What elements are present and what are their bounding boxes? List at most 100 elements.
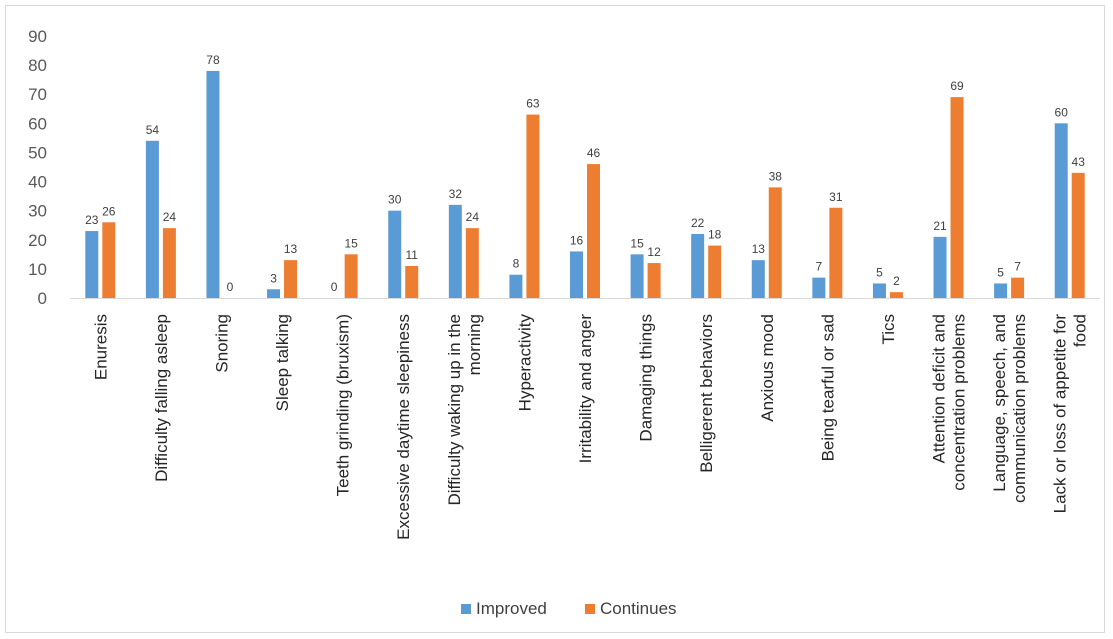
data-label-improved: 23 — [85, 213, 99, 227]
bar-continues — [1071, 172, 1085, 298]
data-label-improved: 7 — [816, 260, 823, 274]
x-tick-label: Excessive daytime sleepiness — [394, 314, 413, 540]
bar-continues — [889, 292, 903, 298]
x-tick-label-line: Irritability and anger — [576, 314, 595, 464]
data-label-improved: 32 — [449, 187, 463, 201]
bar-improved — [872, 283, 886, 298]
x-tick-label: Teeth grinding (bruxism) — [334, 314, 353, 496]
data-label-continues: 31 — [829, 190, 843, 204]
data-label-improved: 60 — [1055, 105, 1069, 119]
data-label-improved: 15 — [630, 236, 644, 250]
data-label-improved: 0 — [331, 280, 338, 294]
bar-improved — [267, 289, 281, 298]
y-tick-label: 90 — [28, 27, 47, 46]
x-axis-labels: Enuresis Difficulty falling asleep Snoring… — [91, 314, 1089, 540]
data-label-improved: 30 — [388, 193, 402, 207]
bar-improved — [751, 260, 765, 298]
bar-continues — [465, 228, 479, 298]
bar-improved — [994, 283, 1008, 298]
y-axis: 0 10 20 30 40 50 60 70 80 90 — [28, 27, 47, 308]
x-tick-label-line: Excessive daytime sleepiness — [394, 314, 413, 540]
bar-improved — [570, 251, 583, 298]
chart-frame — [5, 5, 1105, 633]
y-tick-label: 30 — [28, 202, 47, 221]
data-label-continues: 46 — [587, 146, 601, 160]
y-tick-label: 60 — [28, 114, 47, 133]
data-label-improved: 21 — [933, 219, 947, 233]
data-label-continues: 2 — [893, 274, 900, 288]
legend-swatch-improved — [461, 604, 471, 614]
bar-continues — [284, 260, 298, 298]
x-tick-label: Damaging things — [637, 314, 656, 442]
bar-improved — [1054, 123, 1068, 298]
data-label-continues: 7 — [1014, 260, 1021, 274]
bar-continues — [829, 207, 843, 298]
x-tick-label: Difficulty waking up in the morning — [445, 314, 484, 506]
x-tick-label: Belligerent behaviors — [697, 314, 716, 473]
y-tick-label: 50 — [28, 143, 47, 162]
bar-improved — [630, 254, 644, 298]
x-tick-label-line: Lack or loss of appetite for — [1051, 314, 1070, 514]
x-tick-label-line: Anxious mood — [758, 314, 777, 422]
x-tick-label: Being tearful or sad — [818, 314, 837, 461]
x-tick-label-line: Enuresis — [91, 314, 110, 380]
y-tick-label: 80 — [28, 56, 47, 75]
legend: Improved Continues — [461, 599, 677, 618]
data-label-continues: 0 — [227, 280, 234, 294]
data-label-continues: 13 — [284, 242, 298, 256]
bar-continues — [768, 187, 782, 298]
y-tick-label: 20 — [28, 231, 47, 250]
x-tick-label: Hyperactivity — [515, 314, 534, 412]
x-tick-label-line: Hyperactivity — [515, 314, 534, 412]
x-tick-label-line: Snoring — [212, 314, 231, 373]
x-tick-label-line: Tics — [879, 314, 898, 345]
x-tick-label: Irritability and anger — [576, 314, 595, 464]
x-tick-label-line: morning — [465, 314, 484, 375]
x-tick-label-line: Attention deficit and — [930, 314, 949, 463]
data-label-continues: 69 — [950, 79, 964, 93]
x-tick-label: Attention deficit and concentration probl… — [930, 314, 969, 491]
bars — [85, 70, 1085, 298]
data-label-continues: 18 — [708, 228, 722, 242]
bar-improved — [691, 233, 705, 298]
bar-improved — [388, 210, 402, 298]
bar-continues — [102, 222, 116, 298]
x-tick-label-line: Difficulty waking up in the — [445, 314, 464, 506]
bar-continues — [405, 265, 419, 298]
x-tick-label: Anxious mood — [758, 314, 777, 422]
legend-label-improved: Improved — [476, 599, 547, 618]
bar-continues — [162, 228, 176, 298]
data-label-improved: 8 — [513, 257, 520, 271]
data-label-continues: 63 — [526, 97, 540, 111]
x-tick-label: Tics — [879, 314, 898, 345]
data-label-improved: 22 — [691, 216, 705, 230]
data-label-improved: 78 — [206, 53, 220, 67]
bar-improved — [812, 277, 826, 298]
bar-continues — [344, 254, 358, 298]
bar-improved — [933, 236, 947, 298]
x-tick-label: Enuresis — [91, 314, 110, 380]
bar-continues — [708, 245, 722, 298]
bar-continues — [587, 164, 600, 298]
data-label-continues: 24 — [466, 210, 480, 224]
x-tick-label-line: Being tearful or sad — [818, 314, 837, 461]
bar-improved — [85, 231, 99, 298]
x-tick-label: Lack or loss of appetite for food — [1051, 314, 1090, 514]
x-tick-label-line: Language, speech, and — [990, 314, 1009, 492]
y-tick-label: 70 — [28, 85, 47, 104]
data-label-continues: 24 — [163, 210, 177, 224]
x-tick-label-line: Teeth grinding (bruxism) — [334, 314, 353, 496]
data-label-continues: 15 — [344, 236, 358, 250]
x-tick-label-line: Damaging things — [637, 314, 656, 442]
x-tick-label: Snoring — [212, 314, 231, 373]
data-labels: 2326542478031301530113224863164615122218… — [85, 53, 1085, 294]
x-tick-label: Sleep talking — [273, 314, 292, 411]
x-tick-label-line: concentration problems — [950, 314, 969, 491]
data-label-continues: 38 — [769, 169, 783, 183]
bar-improved — [448, 204, 462, 298]
data-label-continues: 43 — [1072, 155, 1086, 169]
x-tick-label-line: Sleep talking — [273, 314, 292, 411]
data-label-improved: 16 — [570, 233, 584, 247]
data-label-improved: 54 — [146, 123, 160, 137]
data-label-continues: 11 — [406, 248, 419, 262]
